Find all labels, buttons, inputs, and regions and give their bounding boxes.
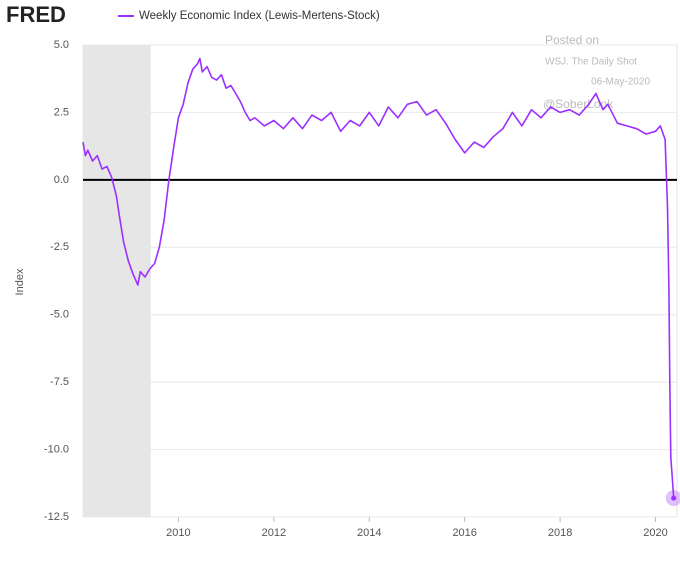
watermark: WSJ. The Daily Shot <box>545 57 637 68</box>
x-tick-label: 2010 <box>166 527 190 539</box>
y-tick-label: -5.0 <box>50 309 69 321</box>
y-tick-label: -10.0 <box>44 443 69 455</box>
y-tick-label: 0.0 <box>54 174 69 186</box>
plot-frame <box>82 44 678 518</box>
watermark: Posted on <box>545 33 599 47</box>
logo: FRED <box>6 2 66 27</box>
data-line <box>82 57 675 499</box>
x-tick-label: 2012 <box>262 527 286 539</box>
x-tick-label: 2018 <box>548 527 572 539</box>
y-tick-label: 2.5 <box>54 106 69 118</box>
x-tick-label: 2020 <box>643 527 667 539</box>
x-tick-label: 2014 <box>357 527 381 539</box>
recession-shade <box>83 45 151 517</box>
y-tick-label: 5.0 <box>54 39 69 51</box>
watermark: 06-May-2020 <box>591 77 650 88</box>
y-tick-label: -7.5 <box>50 376 69 388</box>
y-axis-label: Index <box>14 268 26 295</box>
watermark: @SoberLook <box>543 97 614 111</box>
y-tick-label: -2.5 <box>50 241 69 253</box>
y-tick-label: -12.5 <box>44 511 69 523</box>
x-tick-label: 2016 <box>452 527 476 539</box>
legend-label: Weekly Economic Index (Lewis-Mertens-Sto… <box>139 10 380 22</box>
last-point <box>671 495 677 501</box>
